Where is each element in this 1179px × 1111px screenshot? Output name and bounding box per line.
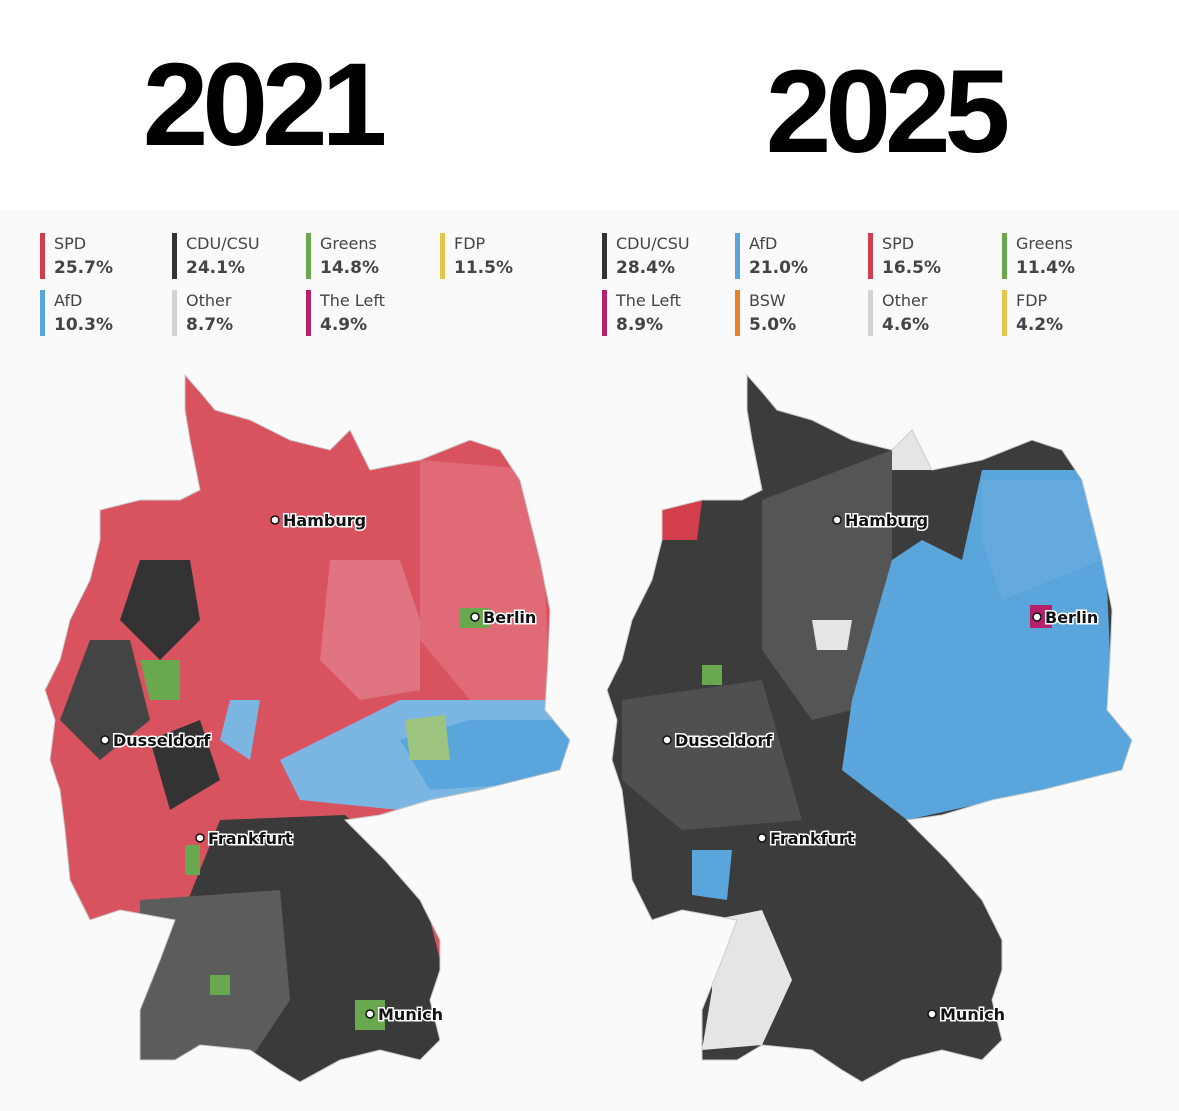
legend-party: FDP — [1016, 291, 1048, 310]
city-dot — [470, 612, 480, 622]
legend-party: Greens — [1016, 234, 1073, 253]
city-label: Berlin — [483, 608, 536, 627]
city-label: Frankfurt — [208, 829, 293, 848]
city-dot — [757, 833, 767, 843]
legend-party: CDU/CSU — [186, 234, 260, 253]
map-title: 2025 — [766, 46, 1008, 178]
city-dot — [100, 735, 110, 745]
legend-party: CDU/CSU — [616, 234, 690, 253]
legend-party: FDP — [454, 234, 486, 253]
city-dot — [662, 735, 672, 745]
legend-party: AfD — [54, 291, 82, 310]
map-2021 — [45, 375, 570, 1082]
legend-share: 16.5% — [882, 258, 941, 278]
legend-share: 4.9% — [320, 315, 367, 335]
legend-party: Other — [882, 291, 928, 310]
legend-swatch — [306, 290, 311, 336]
legend-share: 5.0% — [749, 315, 796, 335]
legend-swatch — [602, 290, 607, 336]
legend-party: Greens — [320, 234, 377, 253]
legend-swatch — [40, 290, 45, 336]
legend-swatch — [1002, 233, 1007, 279]
legend-swatch — [735, 290, 740, 336]
legend-share: 11.5% — [454, 258, 513, 278]
legend-share: 10.3% — [54, 315, 113, 335]
legend-share: 25.7% — [54, 258, 113, 278]
legend-swatch — [440, 233, 445, 279]
legend-share: 28.4% — [616, 258, 675, 278]
legend-share: 14.8% — [320, 258, 379, 278]
legend-party: SPD — [882, 234, 914, 253]
legend-party: SPD — [54, 234, 86, 253]
map-title: 2021 — [143, 39, 385, 171]
legend-swatch — [306, 233, 311, 279]
city-label: Hamburg — [845, 511, 928, 530]
city-label: Frankfurt — [770, 829, 855, 848]
city-dot — [927, 1009, 937, 1019]
legend-swatch — [172, 233, 177, 279]
legend-party: The Left — [319, 291, 385, 310]
city-label: Berlin — [1045, 608, 1098, 627]
legend-share: 4.2% — [1016, 315, 1063, 335]
legend-share: 21.0% — [749, 258, 808, 278]
legend-swatch — [868, 233, 873, 279]
legend-swatch — [1002, 290, 1007, 336]
legend-party: Other — [186, 291, 232, 310]
city-label: Dusseldorf — [675, 731, 773, 750]
legend-party: BSW — [749, 291, 786, 310]
legend-swatch — [868, 290, 873, 336]
legend-share: 8.9% — [616, 315, 663, 335]
legend-party: The Left — [615, 291, 681, 310]
legend-party: AfD — [749, 234, 777, 253]
city-dot — [195, 833, 205, 843]
city-dot — [365, 1009, 375, 1019]
city-label: Hamburg — [283, 511, 366, 530]
legend-share: 11.4% — [1016, 258, 1075, 278]
legend-share: 4.6% — [882, 315, 929, 335]
legend-swatch — [735, 233, 740, 279]
legend-share: 8.7% — [186, 315, 233, 335]
city-dot — [832, 515, 842, 525]
legend-share: 24.1% — [186, 258, 245, 278]
city-label: Munich — [940, 1005, 1005, 1024]
legend-swatch — [602, 233, 607, 279]
city-label: Munich — [378, 1005, 443, 1024]
legend-swatch — [172, 290, 177, 336]
city-label: Dusseldorf — [113, 731, 211, 750]
city-dot — [1032, 612, 1042, 622]
city-dot — [270, 515, 280, 525]
legend-swatch — [40, 233, 45, 279]
